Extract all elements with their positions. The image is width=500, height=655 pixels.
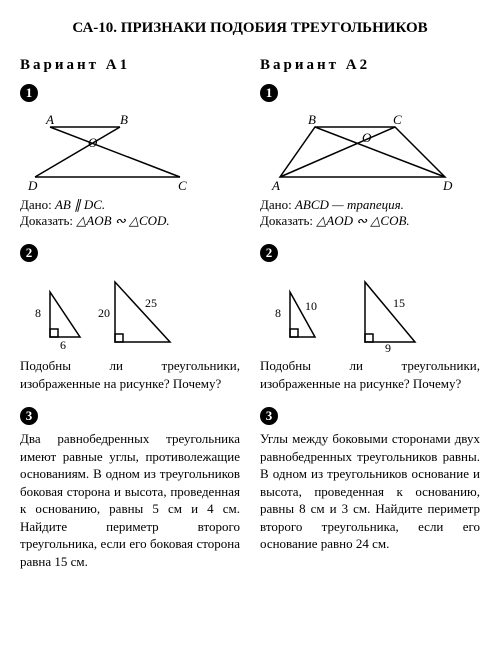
columns: Вариант А1 1 A B C D O Дано: AB ∥ DC. До… [20,57,480,585]
label-B: B [120,112,128,127]
label-O: O [362,130,372,145]
prove-label: Доказать: [260,213,313,228]
figure-a2-1: A B C D O [260,112,480,192]
given-a2: Дано: ABCD — трапеция. Доказать: △AOD ∾ … [260,197,480,229]
label-D: D [27,178,38,192]
prove-text: △AOD ∾ △COB. [316,213,409,228]
problem-badge-3: 3 [20,407,38,425]
tri1-a: 8 [35,306,41,320]
label-D: D [442,178,453,192]
tri1-b: 6 [60,338,66,352]
figure-a1-2: 8 6 20 25 [20,272,240,352]
variant-a1-title: Вариант А1 [20,57,240,74]
variant-a2: Вариант А2 1 A B C D O Дано: ABCD — трап… [260,57,480,585]
main-title: СА-10. ПРИЗНАКИ ПОДОБИЯ ТРЕУГОЛЬНИКОВ [20,20,480,37]
variant-a2-title: Вариант А2 [260,57,480,74]
problem-a2-3-text: Углы между боковыми сторонами двух равно… [260,430,480,553]
tri1-a: 8 [275,306,281,320]
figure-a1-1: A B C D O [20,112,240,192]
problem-a1-2-text: Подобны ли треугольники, изображенные на… [20,357,240,392]
label-A: A [271,178,280,192]
given-a1: Дано: AB ∥ DC. Доказать: △AOB ∾ △COD. [20,197,240,229]
prove-label: Доказать: [20,213,73,228]
label-B: B [308,112,316,127]
problem-badge-3: 3 [260,407,278,425]
label-C: C [393,112,402,127]
label-O: O [88,135,98,150]
label-C: C [178,178,187,192]
figure-a2-2: 8 10 15 9 [260,272,480,352]
tri1-b: 10 [305,299,317,313]
problem-badge-2: 2 [260,244,278,262]
given-label: Дано: [20,197,52,212]
variant-a1: Вариант А1 1 A B C D O Дано: AB ∥ DC. До… [20,57,240,585]
given-label: Дано: [260,197,292,212]
problem-badge-2: 2 [20,244,38,262]
label-A: A [45,112,54,127]
problem-badge-1: 1 [20,84,38,102]
given-text: ABCD — трапеция. [295,197,404,212]
problem-a1-3-text: Два равнобедренных треугольника имеют ра… [20,430,240,570]
tri2-b: 25 [145,296,157,310]
problem-a2-2-text: Подобны ли треугольники, изображенные на… [260,357,480,392]
tri2-a: 20 [98,306,110,320]
problem-badge-1: 1 [260,84,278,102]
tri2-b: 9 [385,341,391,352]
tri2-a: 15 [393,296,405,310]
prove-text: △AOB ∾ △COD. [76,213,169,228]
given-text: AB ∥ DC. [55,197,105,212]
